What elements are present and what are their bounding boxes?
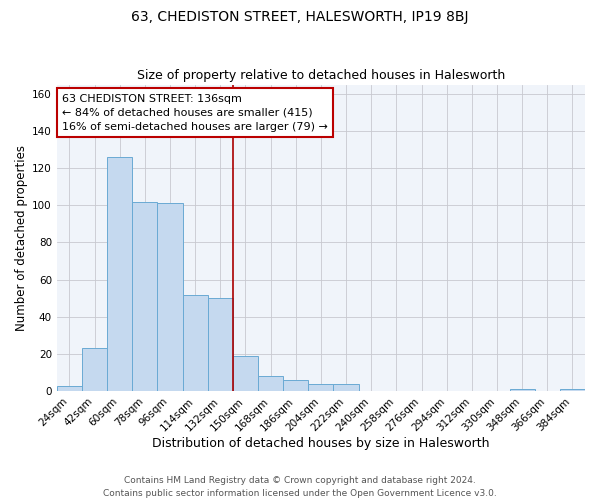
Bar bbox=[258, 376, 283, 391]
Bar bbox=[560, 390, 585, 391]
Bar bbox=[233, 356, 258, 391]
Bar bbox=[107, 157, 132, 391]
Bar bbox=[182, 294, 208, 391]
Bar bbox=[208, 298, 233, 391]
Text: 63 CHEDISTON STREET: 136sqm
← 84% of detached houses are smaller (415)
16% of se: 63 CHEDISTON STREET: 136sqm ← 84% of det… bbox=[62, 94, 328, 132]
Y-axis label: Number of detached properties: Number of detached properties bbox=[15, 145, 28, 331]
Text: Contains HM Land Registry data © Crown copyright and database right 2024.
Contai: Contains HM Land Registry data © Crown c… bbox=[103, 476, 497, 498]
Title: Size of property relative to detached houses in Halesworth: Size of property relative to detached ho… bbox=[137, 69, 505, 82]
Bar bbox=[132, 202, 157, 391]
X-axis label: Distribution of detached houses by size in Halesworth: Distribution of detached houses by size … bbox=[152, 437, 490, 450]
Bar bbox=[308, 384, 334, 391]
Bar bbox=[334, 384, 359, 391]
Text: 63, CHEDISTON STREET, HALESWORTH, IP19 8BJ: 63, CHEDISTON STREET, HALESWORTH, IP19 8… bbox=[131, 10, 469, 24]
Bar bbox=[509, 390, 535, 391]
Bar bbox=[82, 348, 107, 391]
Bar bbox=[57, 386, 82, 391]
Bar bbox=[283, 380, 308, 391]
Bar bbox=[157, 204, 182, 391]
